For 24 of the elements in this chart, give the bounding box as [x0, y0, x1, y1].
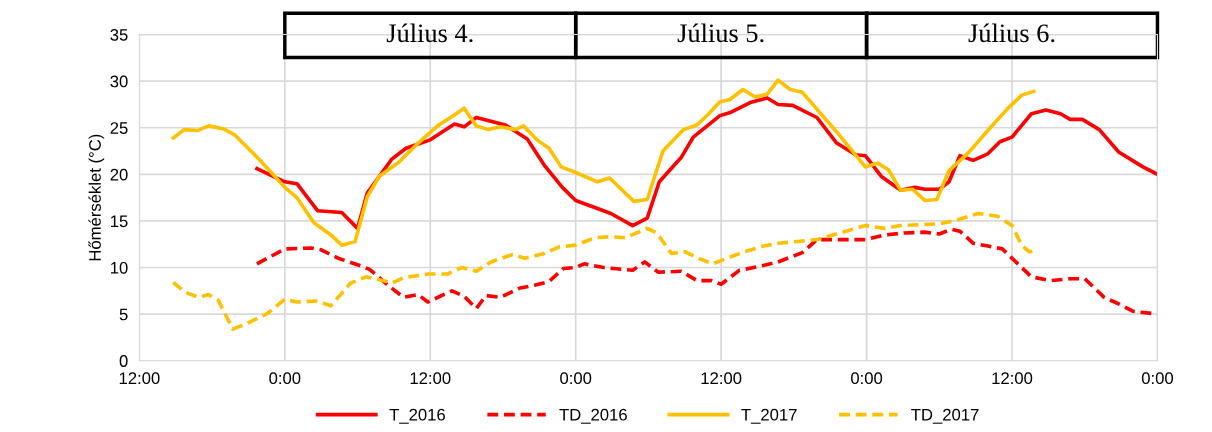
y-tick-label: 10 — [111, 261, 128, 274]
legend-label: TD_2017 — [911, 408, 979, 424]
x-tick-label: 12:00 — [410, 372, 451, 385]
y-tick-label: 25 — [110, 122, 128, 134]
y-tick-label: 35 — [110, 28, 128, 41]
annotation: Július 6. — [968, 23, 1055, 43]
x-tick-label: 12:00 — [992, 372, 1033, 385]
x-tick-label: 0:00 — [269, 372, 301, 385]
legend-label: T_2016 — [389, 408, 445, 424]
annotation: Július 5. — [677, 23, 764, 43]
x-tick-label: 0:00 — [851, 372, 883, 385]
legend-label: T_2017 — [741, 408, 797, 424]
annotation: Július 4. — [386, 23, 473, 43]
x-tick-label: 0:00 — [560, 372, 592, 385]
x-tick-label: 12:00 — [701, 372, 742, 385]
y-axis-title: Hőmérséklet (°C) — [88, 134, 105, 261]
y-tick-label: 20 — [110, 168, 128, 181]
legend-label: TD_2016 — [559, 408, 627, 424]
x-tick-label: 12:00 — [119, 372, 160, 385]
y-tick-label: 15 — [111, 215, 128, 228]
y-tick-label: 0 — [119, 355, 128, 367]
x-tick-label: 0:00 — [1141, 372, 1174, 385]
y-tick-label: 5 — [119, 308, 128, 321]
y-tick-label: 30 — [110, 75, 128, 88]
